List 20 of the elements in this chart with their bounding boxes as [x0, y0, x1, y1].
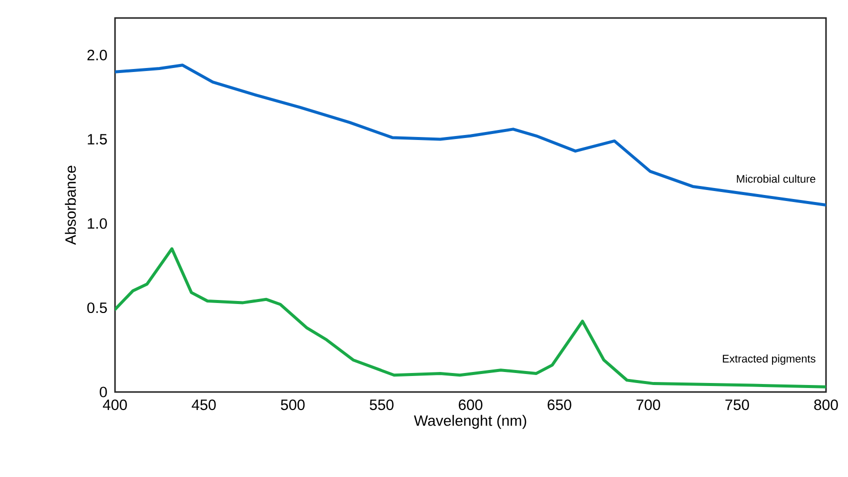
x-tick-label: 500: [280, 400, 305, 410]
x-tick-label: 700: [636, 400, 660, 410]
x-tick-label: 600: [458, 400, 482, 410]
y-tick-label: 1.0: [88, 218, 107, 229]
x-tick-label: 650: [548, 400, 572, 410]
y-tick-label: 0.5: [87, 302, 107, 314]
x-axis-title: Wavelenght (nm): [414, 414, 526, 429]
y-tick-label: 0: [100, 386, 107, 398]
x-tick-label: 750: [725, 400, 750, 410]
series-label: Microbial culture: [736, 174, 816, 183]
line-series: [115, 247, 826, 388]
y-tick-label: 1.5: [88, 134, 107, 144]
y-tick-label: 2.0: [87, 50, 107, 60]
x-tick-label: 800: [814, 400, 838, 410]
x-tick-label: 450: [192, 400, 216, 410]
x-tick-label: 550: [370, 400, 394, 410]
series-label: Extracted pigments: [722, 354, 816, 365]
x-tick-label: 400: [102, 400, 127, 410]
y-axis-title: Absorbance: [64, 166, 76, 245]
line-series: [115, 64, 826, 206]
